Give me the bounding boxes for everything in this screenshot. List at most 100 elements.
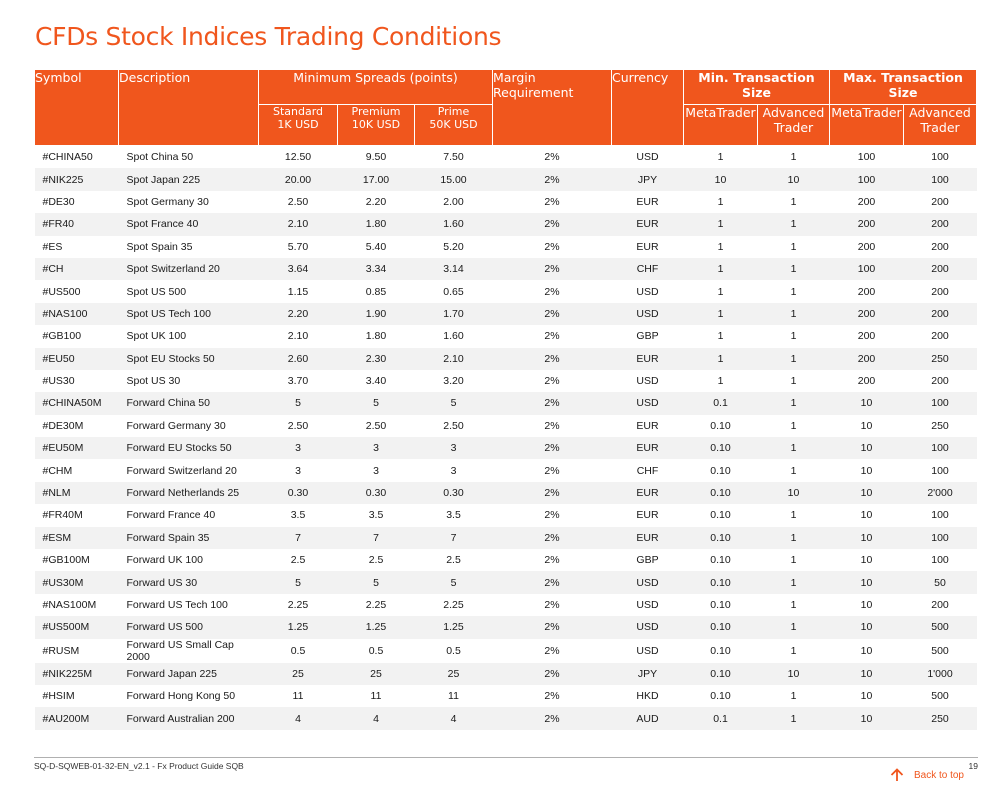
cell-symbol: #ES: [42, 240, 63, 253]
cell-spread-standard: 3.64: [258, 257, 338, 281]
header-spread-premium: Premium 10K USD: [337, 104, 415, 146]
cell-symbol: #EU50: [34, 347, 119, 370]
back-to-top-link[interactable]: Back to top: [890, 768, 964, 782]
cell-spread-standard: 5: [258, 392, 338, 415]
cell-min-metatrader: 0.1: [683, 392, 758, 415]
cell-currency: JPY: [611, 662, 684, 685]
cell-max-advanced-trader: 200: [931, 330, 949, 343]
back-to-top-label: Back to top: [913, 769, 964, 781]
cell-min-advanced-trader: 1: [790, 330, 797, 343]
cell-spread-premium: 3: [337, 437, 415, 460]
cell-max-metatrader: 10: [829, 437, 904, 460]
cell-spread-prime: 1.70: [414, 302, 493, 326]
table-row: #GB100 Spot UK 100 2.10 1.80 1.60 2% GBP 1 1 200 2…: [35, 325, 977, 347]
cell-currency: EUR: [611, 347, 684, 370]
header-min-transaction-size: Min. Transaction Size: [683, 69, 830, 105]
header-currency: Currency: [611, 69, 684, 146]
cell-max-advanced-trader: 500: [931, 644, 949, 657]
cell-margin: 2%: [544, 644, 560, 657]
cell-min-advanced-trader: 10: [757, 662, 830, 685]
cell-spread-prime: 3.5: [446, 509, 461, 522]
cell-max-metatrader: 200: [829, 302, 904, 326]
cell-max-metatrader: 10: [860, 509, 873, 522]
cell-currency: AUD: [611, 707, 684, 730]
page-number: 19: [968, 761, 978, 771]
cell-currency: USD: [611, 616, 684, 639]
cell-max-metatrader: 100: [829, 168, 904, 191]
cell-max-advanced-trader: 100: [903, 168, 977, 191]
cell-spread-premium: 25: [337, 662, 415, 685]
cell-min-metatrader: 10: [683, 168, 758, 191]
cell-spread-prime: 3: [414, 437, 493, 460]
cell-max-advanced-trader: 1'000: [903, 662, 977, 685]
cell-spread-premium: 17.00: [337, 168, 415, 191]
header-max-transaction-size: Max. Transaction Size: [829, 69, 977, 105]
cell-min-advanced-trader: 1: [790, 151, 797, 164]
cell-min-advanced-trader: 1: [790, 240, 797, 253]
cell-spread-premium: 2.20: [365, 195, 387, 208]
cell-min-metatrader: 0.10: [710, 599, 731, 611]
table-row: #US30M Forward US 30 5 5 5 2% USD 0.10 1 10 50: [34, 571, 977, 594]
cell-min-metatrader: 0.10: [710, 554, 731, 567]
cell-spread-prime: 7: [414, 526, 493, 550]
cell-max-metatrader: 200: [857, 285, 876, 298]
cell-margin: 2%: [544, 690, 560, 703]
cell-spread-premium: 2.50: [365, 419, 387, 432]
cell-currency: CHF: [611, 257, 684, 281]
table-row: #CHINA50M Forward China 50 5 5 5 2% USD 0.1 1 10 1…: [34, 392, 977, 415]
cell-max-advanced-trader: 200: [931, 375, 949, 388]
cell-max-advanced-trader: 250: [903, 347, 977, 370]
cell-spread-prime: 2.00: [443, 195, 464, 208]
cell-max-metatrader: 10: [829, 662, 904, 685]
table-row: #GB100M Forward UK 100 2.5 2.5 2.5 2% GBP 0.10 1…: [35, 549, 977, 571]
cell-symbol: #NIK225: [34, 168, 119, 191]
cell-min-advanced-trader: 1: [790, 375, 797, 388]
cell-min-metatrader: 1: [717, 375, 724, 388]
cell-spread-prime: 2.25: [443, 599, 464, 611]
cell-symbol: #FR40M: [42, 509, 83, 522]
cell-max-metatrader: 10: [860, 419, 873, 432]
cell-max-metatrader: 200: [857, 375, 876, 388]
cell-spread-premium: 3.34: [337, 257, 415, 281]
header-spread-standard: Standard 1K USD: [258, 104, 338, 146]
cell-spread-prime: 25: [414, 662, 493, 685]
cell-min-metatrader: 0.10: [683, 526, 758, 550]
cell-max-advanced-trader: 200: [903, 302, 977, 326]
cell-currency: USD: [636, 599, 659, 611]
cell-max-advanced-trader: 100: [903, 392, 977, 415]
table-row: #US500 Spot US 500 1.15 0.85 0.65 2% USD 1 1 200 2…: [35, 280, 977, 302]
cell-currency: EUR: [636, 195, 659, 208]
cell-currency: JPY: [611, 168, 684, 191]
cell-min-advanced-trader: 10: [757, 168, 830, 191]
cell-spread-standard: 3.70: [287, 375, 309, 388]
cell-spread-prime: 3.14: [414, 257, 493, 281]
cell-max-metatrader: 10: [860, 599, 873, 611]
cell-max-metatrader: 10: [860, 690, 873, 703]
table-row: #NAS100 Spot US Tech 100 2.20 1.90 1.70 2% USD…: [34, 302, 977, 326]
table-row: #HSIM Forward Hong Kong 50 11 11 11 2% HKD 0.10…: [35, 685, 977, 707]
cell-margin: 2%: [492, 707, 612, 730]
arrow-up-icon: [890, 768, 904, 781]
cell-spread-premium: 1.90: [337, 302, 415, 326]
cell-description: Spot Japan 225: [118, 168, 259, 191]
cell-max-metatrader: 10: [860, 644, 873, 657]
cell-spread-prime: 2.5: [446, 554, 461, 567]
cell-min-metatrader: 0.10: [683, 616, 758, 639]
cell-currency: USD: [636, 151, 659, 164]
cell-min-metatrader: 1: [717, 330, 724, 343]
cell-spread-premium: 5: [337, 392, 415, 415]
cell-currency: EUR: [636, 240, 659, 253]
cell-min-advanced-trader: 10: [757, 481, 830, 505]
cell-min-advanced-trader: 1: [757, 302, 830, 326]
cell-margin: 2%: [492, 392, 612, 415]
cell-max-advanced-trader: 2'000: [903, 481, 977, 505]
trading-conditions-table: Symbol Description Minimum Spreads (poin…: [34, 69, 977, 730]
cell-spread-standard: 12.50: [284, 151, 312, 164]
cell-description: Forward US 500: [118, 616, 259, 639]
cell-max-advanced-trader: 200: [903, 213, 977, 236]
cell-spread-prime: 7.50: [443, 151, 464, 164]
cell-spread-premium: 1.25: [337, 616, 415, 639]
cell-spread-standard: 3.5: [290, 509, 306, 522]
cell-currency: EUR: [636, 419, 659, 432]
table-row: #NIK225M Forward Japan 225 25 25 25 2% JPY 0.10…: [34, 662, 977, 685]
